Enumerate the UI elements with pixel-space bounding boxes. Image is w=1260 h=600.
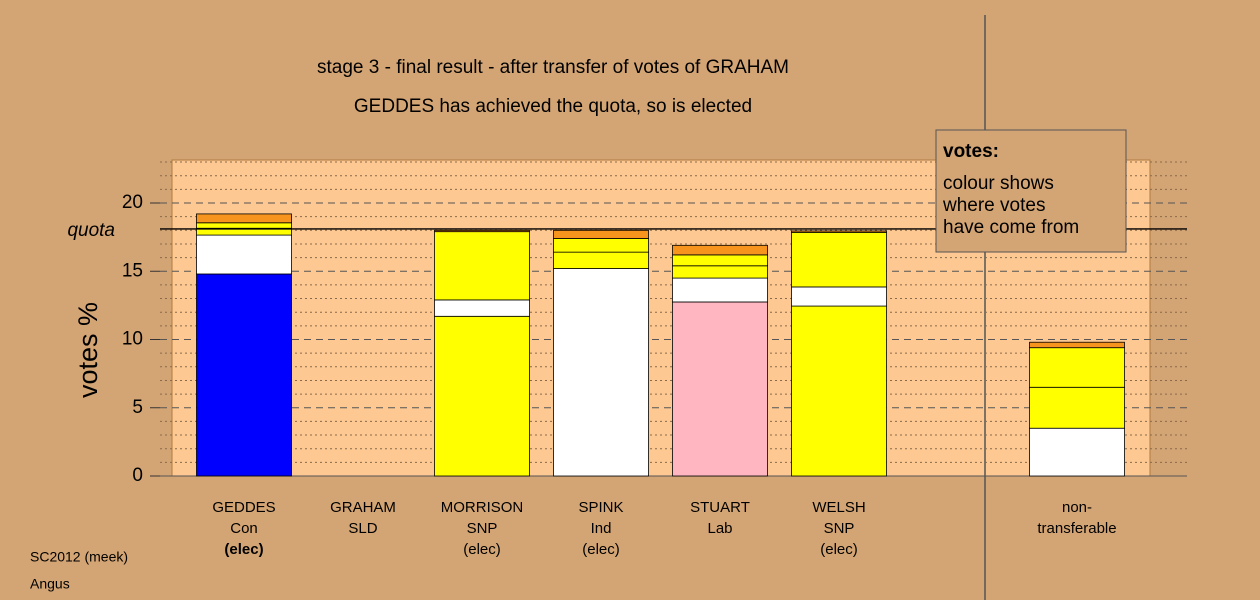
x-tick-label: STUART xyxy=(690,499,750,516)
x-tick-label: SLD xyxy=(348,520,377,537)
x-tick-label: MORRISON xyxy=(441,499,524,516)
x-tick-label: Con xyxy=(230,520,258,537)
bar-segment xyxy=(672,277,768,303)
quota-label: quota xyxy=(67,220,115,241)
bar-segment xyxy=(553,238,649,253)
y-tick-label: 0 xyxy=(132,465,143,486)
x-tick-label: GEDDES xyxy=(212,499,275,516)
x-tick-label: (elec) xyxy=(582,541,620,558)
note-title: votes: xyxy=(943,141,999,162)
note-frame xyxy=(935,129,1127,253)
bar-segment xyxy=(434,231,530,301)
y-tick-label: 5 xyxy=(132,397,143,418)
x-tick-label: Lab xyxy=(707,520,732,537)
y-tick-label: 10 xyxy=(122,329,143,350)
bar-segment xyxy=(1029,347,1125,388)
x-tick-label: (elec) xyxy=(224,541,263,558)
bar-segment xyxy=(196,273,292,477)
bar-segment xyxy=(791,286,887,307)
chart-subtitle: GEDDES has achieved the quota, so is ele… xyxy=(354,96,752,117)
bar-segment xyxy=(553,268,649,477)
y-tick-label: 15 xyxy=(122,260,143,281)
x-tick-label: WELSH xyxy=(812,499,865,516)
bar-segment xyxy=(672,301,768,477)
bar-segment xyxy=(791,231,887,288)
x-tick-label: non- xyxy=(1062,499,1092,516)
x-tick-label: SNP xyxy=(824,520,855,537)
bar-segment xyxy=(1029,427,1125,477)
bar-segment xyxy=(672,244,768,256)
bar-segment xyxy=(196,213,292,224)
bar-segment xyxy=(1029,386,1125,429)
bar-segment xyxy=(672,254,768,267)
bar-segment xyxy=(672,265,768,279)
x-tick-label: Ind xyxy=(591,520,612,537)
x-tick-label: (elec) xyxy=(463,541,501,558)
bar-segment xyxy=(196,234,292,275)
y-tick-label: 20 xyxy=(122,192,143,213)
bar-segment xyxy=(434,299,530,317)
x-tick-label: SNP xyxy=(467,520,498,537)
note-box: votes: colour shows where votes have com… xyxy=(935,129,1127,253)
x-tick-label: SPINK xyxy=(578,499,623,516)
note-line: where votes xyxy=(942,195,1045,216)
x-tick-label: transferable xyxy=(1037,520,1116,537)
bar-segment xyxy=(553,229,649,239)
footnote: Angus xyxy=(30,576,70,592)
y-axis-label: votes % xyxy=(73,302,103,398)
note-line: colour shows xyxy=(943,173,1054,194)
bar-segment xyxy=(791,230,887,233)
footnote: SC2012 (meek) xyxy=(30,549,128,565)
note-line: have come from xyxy=(943,217,1079,238)
x-tick-label: GRAHAM xyxy=(330,499,396,516)
chart-title: stage 3 - final result - after transfer … xyxy=(317,57,789,78)
bar-segment xyxy=(434,315,530,477)
bar-segment xyxy=(434,229,530,233)
bar-segment xyxy=(553,251,649,269)
bar-segment xyxy=(791,305,887,477)
plot: 0 5 10 15 20 GEDDES Con (elec) GRAHAM SLD MORRISON… xyxy=(67,161,1187,558)
bar-segment xyxy=(196,222,292,229)
bar-segment xyxy=(1029,341,1125,349)
x-tick-label: (elec) xyxy=(820,541,858,558)
